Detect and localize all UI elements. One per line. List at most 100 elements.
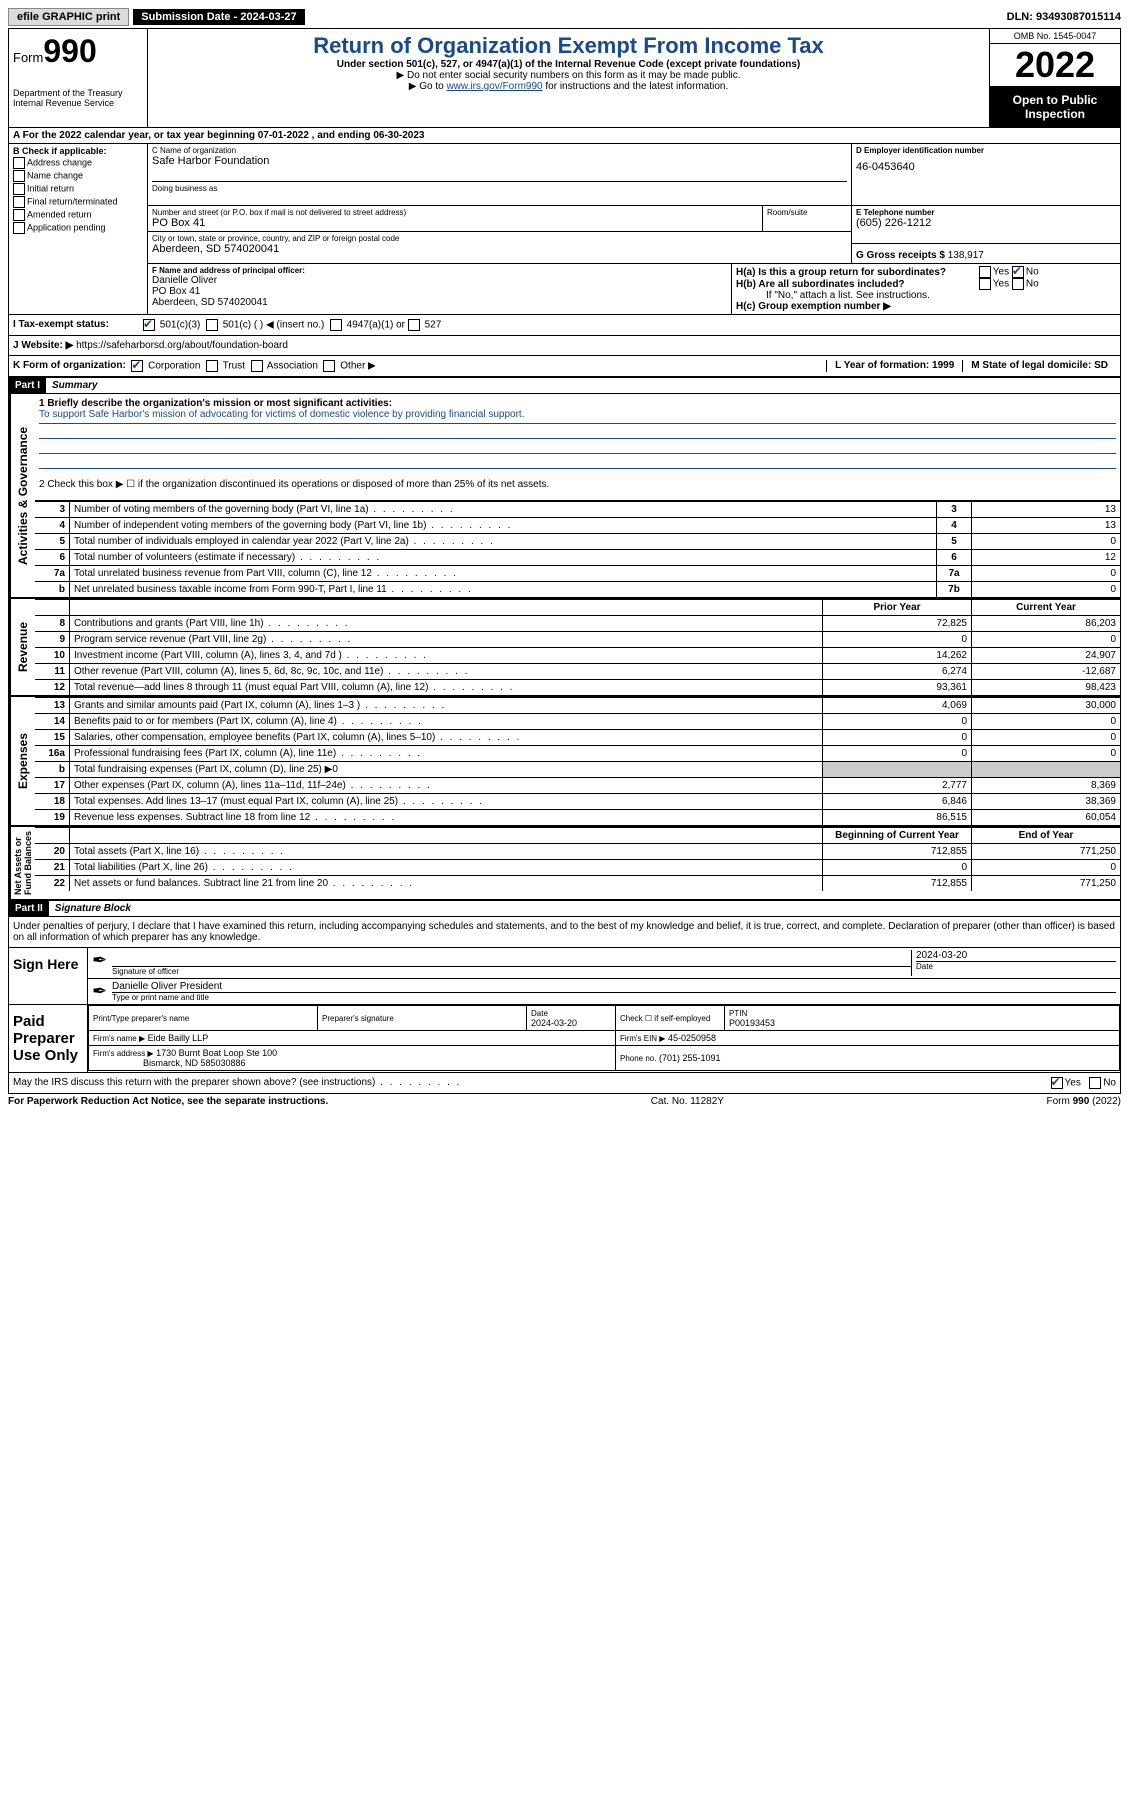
preparer-row: Paid Preparer Use Only Print/Type prepar… xyxy=(9,1005,1120,1073)
table-row: 6Total number of volunteers (estimate if… xyxy=(35,550,1120,566)
chk-corp[interactable]: Corporation xyxy=(131,360,200,372)
ein-label: D Employer identification number xyxy=(856,146,1116,155)
ein-value: 46-0453640 xyxy=(856,161,1116,173)
opt-final: Final return/terminated xyxy=(27,196,118,206)
row-j: J Website: ▶ https://safeharborsd.org/ab… xyxy=(9,336,1120,356)
chk-501c3[interactable]: 501(c)(3) xyxy=(143,319,200,331)
box-e-g: E Telephone number (605) 226-1212 G Gros… xyxy=(851,206,1120,263)
table-row: Beginning of Current YearEnd of Year xyxy=(35,828,1120,844)
page-footer: For Paperwork Reduction Act Notice, see … xyxy=(8,1094,1121,1107)
ptin-value: P00193453 xyxy=(729,1018,775,1028)
sig-name-label: Type or print name and title xyxy=(112,992,1116,1002)
box-b-label: B Check if applicable: xyxy=(13,146,143,156)
chk-4947[interactable]: 4947(a)(1) or xyxy=(330,319,405,331)
table-row: 11Other revenue (Part VIII, column (A), … xyxy=(35,664,1120,680)
irs-link[interactable]: www.irs.gov/Form990 xyxy=(446,81,542,92)
chk-527[interactable]: 527 xyxy=(408,319,441,331)
netassets-body: Beginning of Current YearEnd of Year20To… xyxy=(35,827,1120,899)
gross-label: G Gross receipts $ xyxy=(856,250,948,261)
expenses-body: 13Grants and similar amounts paid (Part … xyxy=(35,697,1120,825)
ha-no[interactable] xyxy=(1012,266,1024,278)
governance-body: 1 Briefly describe the organization's mi… xyxy=(35,394,1120,597)
revenue-body: Prior YearCurrent Year8Contributions and… xyxy=(35,599,1120,695)
table-row: Prior YearCurrent Year xyxy=(35,600,1120,616)
rev-table: Prior YearCurrent Year8Contributions and… xyxy=(35,599,1120,695)
org-name: Safe Harbor Foundation xyxy=(152,155,847,167)
prep-h4[interactable]: Check ☐ if self-employed xyxy=(620,1014,710,1023)
opt-corp: Corporation xyxy=(148,361,200,372)
top-bar: efile GRAPHIC print Submission Date - 20… xyxy=(8,8,1121,26)
ha: H(a) Is this a group return for subordin… xyxy=(736,266,1116,278)
table-row: 16aProfessional fundraising fees (Part I… xyxy=(35,746,1120,762)
dept-treasury: Department of the Treasury Internal Reve… xyxy=(13,88,143,108)
opt-trust: Trust xyxy=(223,361,245,372)
preparer-table: Print/Type preparer's name Preparer's si… xyxy=(88,1005,1120,1071)
officer-addr2: Aberdeen, SD 574020041 xyxy=(152,297,727,308)
officer-name: Danielle Oliver xyxy=(152,275,727,286)
mission-blank1 xyxy=(39,424,1116,439)
chk-amended[interactable]: Amended return xyxy=(13,209,143,221)
mission-block: 1 Briefly describe the organization's mi… xyxy=(35,394,1120,501)
street-value: PO Box 41 xyxy=(152,217,758,229)
ha-yes[interactable] xyxy=(979,266,991,278)
discuss-text: May the IRS discuss this return with the… xyxy=(13,1077,461,1089)
opt-name: Name change xyxy=(27,170,83,180)
discuss-no[interactable] xyxy=(1089,1077,1101,1089)
chk-other[interactable]: Other ▶ xyxy=(323,360,375,372)
city-value: Aberdeen, SD 574020041 xyxy=(152,243,847,255)
sig-date: 2024-03-20 xyxy=(916,950,1116,961)
chk-pending[interactable]: Application pending xyxy=(13,222,143,234)
section-revenue: Revenue Prior YearCurrent Year8Contribut… xyxy=(9,599,1120,697)
box-c-to-g: C Name of organization Safe Harbor Found… xyxy=(148,144,1120,314)
city-label: City or town, state or province, country… xyxy=(152,234,847,243)
form-number: Form990 xyxy=(13,33,143,70)
opt-501c: 501(c) ( ) ◀ (insert no.) xyxy=(223,320,325,331)
website-value[interactable]: https://safeharborsd.org/about/foundatio… xyxy=(76,340,288,351)
table-row: 7aTotal unrelated business revenue from … xyxy=(35,566,1120,582)
box-c: C Name of organization Safe Harbor Found… xyxy=(148,144,852,205)
table-row: 20Total assets (Part X, line 16)712,8557… xyxy=(35,844,1120,860)
table-row: 8Contributions and grants (Part VIII, li… xyxy=(35,616,1120,632)
table-row: 5Total number of individuals employed in… xyxy=(35,534,1120,550)
chk-trust[interactable]: Trust xyxy=(206,360,245,372)
chk-initial[interactable]: Initial return xyxy=(13,183,143,195)
hb-no[interactable] xyxy=(1012,278,1024,290)
form-prefix: Form xyxy=(13,50,43,65)
chk-assoc[interactable]: Association xyxy=(251,360,318,372)
dln-value: 93493087015114 xyxy=(1036,11,1121,23)
header-right: OMB No. 1545-0047 2022 Open to Public In… xyxy=(989,29,1120,127)
chk-address-change[interactable]: Address change xyxy=(13,157,143,169)
discuss-answers: Yes No xyxy=(1051,1077,1116,1089)
prep-addr-row: Firm's address ▶ 1730 Burnt Boat Loop St… xyxy=(89,1046,1120,1071)
note-ssn: ▶ Do not enter social security numbers o… xyxy=(152,70,985,81)
gross-value: 138,917 xyxy=(948,250,984,261)
table-row: 22Net assets or fund balances. Subtract … xyxy=(35,876,1120,892)
chk-final[interactable]: Final return/terminated xyxy=(13,196,143,208)
discuss-yes[interactable] xyxy=(1051,1077,1063,1089)
q2-text: 2 Check this box ▶ ☐ if the organization… xyxy=(39,479,1116,490)
street-label: Number and street (or P.O. box if mail i… xyxy=(152,208,758,217)
table-row: 9Program service revenue (Part VIII, lin… xyxy=(35,632,1120,648)
chk-name-change[interactable]: Name change xyxy=(13,170,143,182)
part2-header: Part II Signature Block xyxy=(9,901,1120,917)
header-left: Form990 Department of the Treasury Inter… xyxy=(9,29,148,127)
block-b-to-g: B Check if applicable: Address change Na… xyxy=(9,144,1120,315)
chk-501c[interactable]: 501(c) ( ) ◀ (insert no.) xyxy=(206,319,324,331)
sig-officer-row: ✒ Signature of officer 2024-03-20 Date xyxy=(88,948,1120,979)
pen-icon-2: ✒ xyxy=(92,981,112,1002)
row-i: I Tax-exempt status: 501(c)(3) 501(c) ( … xyxy=(9,315,1120,336)
efile-button[interactable]: efile GRAPHIC print xyxy=(8,8,129,26)
hb-yes[interactable] xyxy=(979,278,991,290)
opt-4947: 4947(a)(1) or xyxy=(347,320,405,331)
table-row: 14Benefits paid to or for members (Part … xyxy=(35,714,1120,730)
part1-header: Part I Summary xyxy=(9,378,1120,394)
dln-label: DLN: xyxy=(1007,11,1036,23)
mission-blank2 xyxy=(39,439,1116,454)
officer-label: F Name and address of principal officer: xyxy=(152,266,727,275)
firm-phone-value: (701) 255-1091 xyxy=(659,1053,721,1063)
form-title: Return of Organization Exempt From Incom… xyxy=(152,33,985,59)
sidelabel-expenses: Expenses xyxy=(9,697,35,825)
officer-addr1: PO Box 41 xyxy=(152,286,727,297)
part2-tag: Part II xyxy=(9,901,49,916)
opt-assoc: Association xyxy=(267,361,318,372)
